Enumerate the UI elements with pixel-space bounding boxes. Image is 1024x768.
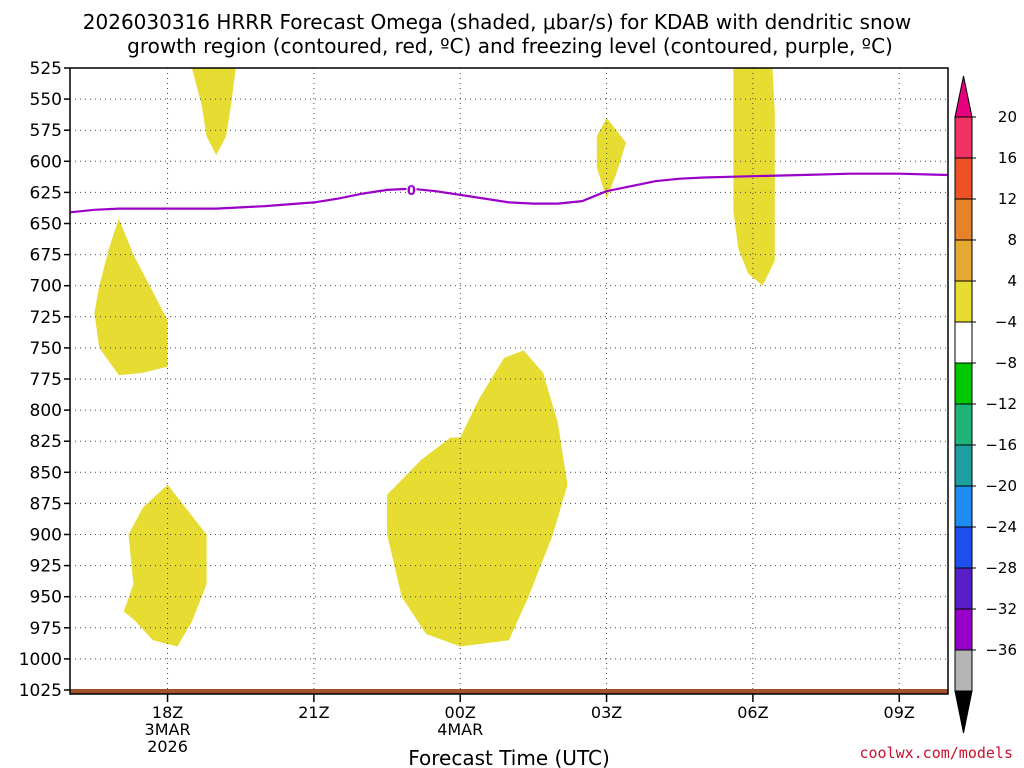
y-tick-label-850: 850	[30, 463, 62, 483]
omega-region-5	[596, 117, 627, 199]
omega-region-1	[191, 68, 236, 156]
x-tick-label-03Z: 03Z	[591, 703, 622, 722]
y-tick-label-725: 725	[30, 308, 62, 328]
x-tick-label-3MAR: 3MAR	[145, 720, 191, 739]
y-tick-label-775: 775	[30, 370, 62, 390]
y-tick-label-700: 700	[30, 277, 62, 297]
colorbar-segment-3	[954, 198, 973, 241]
y-tick-label-825: 825	[30, 432, 62, 452]
y-tick-label-675: 675	[30, 246, 62, 266]
y-tick-label-750: 750	[30, 339, 62, 359]
x-tick-label-21Z: 21Z	[298, 703, 329, 722]
x-tick-label-18Z: 18Z	[152, 703, 183, 722]
x-tick-label-06Z: 06Z	[737, 703, 768, 722]
plot-frame	[69, 67, 949, 695]
chart-title: 2026030316 HRRR Forecast Omega (shaded, …	[83, 10, 911, 58]
colorbar-label-12: −28	[985, 559, 1017, 577]
colorbar-segment-13	[954, 608, 973, 651]
y-tick-label-925: 925	[30, 557, 62, 577]
surface-terrain	[70, 689, 948, 694]
y-tick-label-650: 650	[30, 215, 62, 235]
freezing-label-bg	[406, 182, 417, 197]
colorbar-segment-8	[954, 403, 973, 446]
title-line-1: 2026030316 HRRR Forecast Omega (shaded, …	[83, 10, 911, 34]
y-tick-label-625: 625	[30, 183, 62, 203]
colorbar-segment-11	[954, 526, 973, 569]
colorbar-segment-9	[954, 444, 973, 487]
colorbar-label-7: −8	[995, 354, 1017, 372]
y-tick-label-975: 975	[30, 619, 62, 639]
colorbar-label-13: −32	[985, 600, 1017, 618]
surface-band	[70, 689, 948, 694]
y-tick-label-550: 550	[30, 90, 62, 110]
colorbar-segment-6	[954, 321, 973, 364]
colorbar-label-1: 20	[998, 108, 1017, 126]
x-tick-label-4MAR: 4MAR	[437, 720, 483, 739]
freezing-level-line	[70, 172, 948, 214]
colorbar-label-5: 4	[1007, 272, 1017, 290]
y-tick-label-1000: 1000	[19, 650, 62, 670]
colorbar-top-arrow	[954, 75, 973, 118]
colorbar-legend: 20 16 12 8 4 −4 −8 −12 −16 −20 −24 −28 −32 −36	[954, 75, 1017, 734]
colorbar-bottom-arrow	[954, 690, 973, 734]
colorbar-label-9: −16	[985, 436, 1017, 454]
colorbar-label-14: −36	[985, 641, 1017, 659]
colorbar-label-3: 12	[998, 190, 1017, 208]
y-tick-label-800: 800	[30, 401, 62, 421]
y-tick-label-900: 900	[30, 526, 62, 546]
colorbar-segment-12	[954, 567, 973, 610]
colorbar-segment-1	[954, 116, 973, 159]
omega-region-4	[387, 350, 568, 647]
x-tick-label-09Z: 09Z	[884, 703, 915, 722]
colorbar-segment-4	[954, 239, 973, 282]
colorbar-label-11: −24	[985, 518, 1017, 536]
x-tick-label-2026: 2026	[147, 737, 188, 756]
y-tick-label-875: 875	[30, 494, 62, 514]
colorbar-segment-5	[954, 280, 973, 323]
x-tick-label-00Z: 00Z	[445, 703, 476, 722]
y-tick-label-525: 525	[30, 59, 62, 79]
y-tick-label-1025: 1025	[19, 681, 62, 701]
x-axis-label: Forecast Time (UTC)	[408, 746, 610, 768]
freezing-level-contour: 0	[70, 172, 948, 214]
colorbar-label-2: 16	[998, 149, 1017, 167]
title-line-2: growth region (contoured, red, ºC) and f…	[127, 34, 893, 58]
colorbar-segment-10	[954, 485, 973, 528]
colorbar-label-10: −20	[985, 477, 1017, 495]
colorbar-label-4: 8	[1007, 231, 1017, 249]
y-tick-label-950: 950	[30, 588, 62, 608]
y-tick-label-575: 575	[30, 121, 62, 141]
omega-region-2	[94, 218, 168, 376]
freezing-level-label: 0	[407, 184, 416, 199]
colorbar-segment-14	[954, 649, 973, 692]
colorbar-segment-2	[954, 157, 973, 200]
colorbar-segment-7	[954, 362, 973, 405]
y-tick-label-600: 600	[30, 152, 62, 172]
y-axis: 525 550 575 600 625 650 675 700 725 750 775 800 825 8…	[19, 59, 70, 701]
colorbar-label-6: −4	[995, 313, 1017, 331]
colorbar-label-8: −12	[985, 395, 1017, 413]
credit-text: coolwx.com/models	[859, 744, 1013, 762]
